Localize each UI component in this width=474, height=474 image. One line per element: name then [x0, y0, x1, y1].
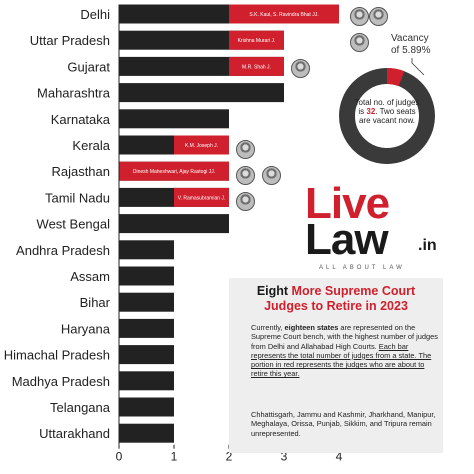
info-title-line2: Judges to Retire in 2023 [264, 299, 408, 313]
judge-portrait-icon [262, 166, 281, 185]
state-label: Madhya Pradesh [12, 374, 110, 389]
state-label: Assam [70, 269, 110, 284]
bar-retiring [174, 187, 229, 207]
info-title: Eight More Supreme Court Judges to Retir… [229, 284, 443, 314]
info-body-text: Currently, [251, 323, 285, 332]
judge-portrait-icon [350, 33, 369, 52]
judge-portrait-icon [369, 7, 388, 26]
state-label: Telangana [50, 400, 111, 415]
state-label: Rajasthan [51, 164, 110, 179]
info-title-red: More Supreme Court [291, 284, 416, 298]
x-tick-label: 0 [116, 450, 123, 464]
state-label: Maharashtra [37, 86, 111, 101]
x-tick-label: 3 [281, 450, 288, 464]
x-tick-label: 4 [336, 450, 343, 464]
retiring-judges-label: M.R. Shah J. [242, 64, 271, 70]
bar-retiring [229, 56, 284, 76]
state-label: Uttarakhand [39, 426, 110, 441]
donut-caption-text-end: . Two seats are vacant now. [358, 107, 416, 125]
bar-total [119, 318, 174, 338]
donut-caption: Total no. of judges is 32. Two seats are… [352, 98, 422, 125]
state-label: West Bengal [37, 217, 111, 232]
x-tick-label: 1 [171, 450, 178, 464]
retiring-judges-label: S.K. Kaul, S. Ravindra Bhat JJ. [249, 12, 318, 18]
donut-total: 32 [366, 107, 376, 116]
bar-total [119, 266, 174, 286]
bar-total [119, 423, 174, 443]
info-body: Currently, eighteen states are represent… [251, 323, 443, 379]
bar-retiring [174, 135, 229, 155]
bar-retiring [229, 30, 284, 50]
state-label: Himachal Pradesh [4, 348, 110, 363]
state-label: Tamil Nadu [45, 190, 110, 205]
state-label: Gujarat [67, 59, 110, 74]
logo-tagline: ALL ABOUT LAW [319, 265, 405, 271]
info-title-plain: Eight [256, 284, 292, 298]
info-body-underlined: Each bar represents the total number of … [251, 341, 432, 379]
state-label: Andhra Pradesh [16, 243, 110, 258]
donut-slice-vacant [386, 68, 405, 87]
retiring-judges-label: K.M. Joseph J. [185, 143, 218, 149]
judge-portrait-icon [350, 7, 369, 26]
bar-total [119, 371, 174, 391]
state-label: Karnataka [51, 112, 111, 127]
info-note: Chhattisgarh, Jammu and Kashmir, Jharkha… [251, 410, 436, 438]
donut-caption-text: Total no. of judges is [354, 98, 420, 116]
bar-total [119, 83, 284, 103]
bar-retiring [229, 4, 339, 24]
info-panel [229, 278, 443, 453]
retiring-judges-label: V. Ramasubramian J. [178, 195, 226, 201]
state-label: Kerala [72, 138, 110, 153]
vacancy-donut [339, 68, 435, 164]
state-label: Uttar Pradesh [30, 33, 110, 48]
logo-live: Live [305, 179, 390, 228]
vacancy-label: Vacancy [391, 33, 429, 44]
bar-total [119, 109, 229, 129]
retiring-judges-label: Dinesh Maheshwari, Ajay Rastogi JJ. [133, 169, 215, 175]
bar-total [119, 292, 174, 312]
judge-portrait-icon [236, 166, 255, 185]
info-body-bold: eighteen states [284, 323, 339, 332]
state-label: Bihar [80, 295, 111, 310]
bar-retiring [119, 161, 229, 181]
judge-portrait-icon [236, 140, 255, 159]
info-body-text-2: are represented on the Supreme Court ben… [251, 323, 438, 351]
judge-portrait-icon [291, 59, 310, 78]
vacancy-value: of 5.89% [391, 45, 431, 56]
judge-portrait-icon [236, 192, 255, 211]
bar-total [119, 214, 229, 234]
retiring-judges-label: Krishna Murari J. [238, 38, 276, 44]
vacancy-annotation: Vacancy of 5.89% [391, 33, 471, 57]
bar-total [119, 397, 174, 417]
x-tick-label: 2 [226, 450, 233, 464]
bar-total [119, 240, 174, 260]
state-label: Haryana [61, 321, 111, 336]
state-label: Delhi [80, 7, 110, 22]
logo-law: Law [305, 215, 389, 264]
logo-suffix: .in [418, 237, 437, 254]
bar-total [119, 345, 174, 365]
